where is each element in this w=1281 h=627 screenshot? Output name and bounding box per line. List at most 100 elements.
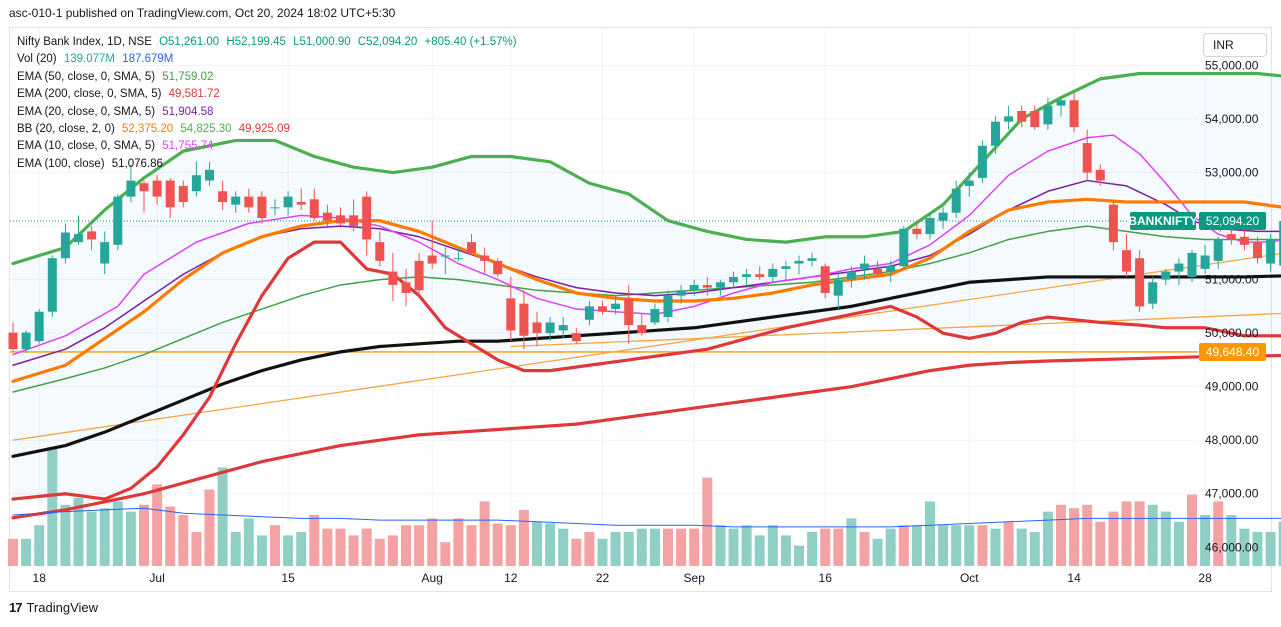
volume-bar[interactable]: [191, 532, 202, 566]
candle[interactable]: [571, 327, 581, 344]
candle[interactable]: [493, 258, 503, 277]
candle[interactable]: [139, 180, 149, 213]
candle[interactable]: [755, 266, 765, 280]
candle[interactable]: [1161, 268, 1171, 285]
candle[interactable]: [60, 223, 70, 264]
volume-bar[interactable]: [623, 532, 634, 566]
volume-bar[interactable]: [217, 467, 228, 566]
volume-bar[interactable]: [34, 525, 45, 566]
volume-bar[interactable]: [256, 535, 267, 566]
candle[interactable]: [964, 172, 974, 197]
legend-ema50[interactable]: EMA (50, close, 0, SMA, 5) 51,759.02: [17, 69, 517, 86]
volume-bar[interactable]: [689, 528, 700, 566]
volume-bar[interactable]: [715, 525, 726, 566]
candle[interactable]: [1082, 129, 1092, 181]
candle[interactable]: [165, 177, 175, 219]
volume-bar[interactable]: [911, 525, 922, 566]
volume-bar[interactable]: [99, 508, 110, 566]
candle[interactable]: [414, 252, 424, 296]
volume-bar[interactable]: [1056, 504, 1066, 566]
candle[interactable]: [637, 314, 647, 336]
volume-bar[interactable]: [728, 528, 739, 566]
candle[interactable]: [47, 255, 57, 318]
volume-bar[interactable]: [636, 528, 647, 566]
candle[interactable]: [1004, 105, 1014, 130]
candle[interactable]: [611, 295, 621, 315]
candle[interactable]: [951, 180, 961, 219]
candle[interactable]: [1069, 92, 1079, 133]
volume-bar[interactable]: [1134, 501, 1145, 566]
volume-bar[interactable]: [1173, 521, 1184, 566]
candle[interactable]: [886, 260, 896, 283]
volume-bar[interactable]: [427, 518, 438, 566]
currency-button[interactable]: INR: [1203, 33, 1267, 57]
volume-bar[interactable]: [938, 525, 949, 566]
candle[interactable]: [833, 274, 843, 310]
volume-bar[interactable]: [951, 525, 962, 566]
volume-bar[interactable]: [335, 528, 346, 566]
volume-bar[interactable]: [86, 511, 97, 566]
candle[interactable]: [231, 191, 241, 213]
volume-bar[interactable]: [1265, 532, 1276, 566]
candle[interactable]: [1043, 97, 1053, 130]
volume-bar[interactable]: [846, 518, 857, 566]
candle[interactable]: [1266, 234, 1276, 272]
legend-ema100[interactable]: EMA (100, close) 51,076.86: [17, 156, 517, 173]
volume-bar[interactable]: [60, 504, 71, 566]
candle[interactable]: [1279, 215, 1281, 279]
legend-main[interactable]: Nifty Bank Index, 1D, NSE O51,261.00 H52…: [17, 34, 517, 51]
indicator-line-bb-middle[interactable]: [11, 197, 1281, 383]
volume-bar[interactable]: [1003, 521, 1014, 566]
candle[interactable]: [1122, 234, 1131, 277]
volume-bar[interactable]: [165, 506, 176, 567]
candle[interactable]: [21, 330, 31, 353]
volume-bar[interactable]: [230, 532, 241, 566]
candle[interactable]: [519, 290, 529, 350]
volume-bar[interactable]: [518, 509, 529, 566]
volume-bar[interactable]: [1200, 515, 1211, 566]
volume-bar[interactable]: [1029, 532, 1040, 566]
candle[interactable]: [244, 188, 254, 213]
volume-bar[interactable]: [741, 525, 752, 566]
candle[interactable]: [1200, 244, 1210, 275]
candle[interactable]: [820, 263, 830, 299]
candle[interactable]: [624, 284, 634, 344]
volume-bar[interactable]: [558, 528, 569, 566]
volume-bar[interactable]: [807, 532, 818, 566]
volume-bar[interactable]: [820, 528, 831, 566]
volume-bar[interactable]: [361, 528, 372, 566]
volume-bar[interactable]: [872, 538, 883, 566]
volume-bar[interactable]: [440, 542, 451, 566]
candle[interactable]: [532, 311, 542, 347]
volume-bar[interactable]: [597, 538, 608, 566]
volume-bar[interactable]: [1069, 508, 1080, 566]
volume-bar[interactable]: [977, 525, 988, 566]
volume-bar[interactable]: [453, 518, 464, 566]
indicator-line-ema200[interactable]: [11, 353, 1281, 520]
volume-bar[interactable]: [47, 447, 58, 566]
candle[interactable]: [912, 223, 922, 240]
candle[interactable]: [388, 252, 398, 302]
volume-bar[interactable]: [1213, 501, 1224, 566]
candle[interactable]: [991, 116, 1000, 154]
indicator-line-bb-lower[interactable]: [11, 240, 1281, 501]
legend-ema200[interactable]: EMA (200, close, 0, SMA, 5) 49,581.72: [17, 86, 517, 103]
volume-bar[interactable]: [152, 484, 163, 566]
candle[interactable]: [794, 255, 804, 275]
indicator-line-vol-ma[interactable]: [12, 507, 1281, 528]
candle[interactable]: [375, 231, 385, 267]
candle[interactable]: [1108, 201, 1118, 251]
volume-bar[interactable]: [898, 525, 909, 566]
candle[interactable]: [663, 290, 673, 323]
candle[interactable]: [152, 175, 162, 205]
candle[interactable]: [113, 193, 123, 251]
candle[interactable]: [453, 247, 463, 261]
volume-bar[interactable]: [8, 538, 18, 566]
candle[interactable]: [257, 191, 267, 224]
indicator-line-ema10[interactable]: [12, 134, 1281, 356]
volume-bar[interactable]: [1278, 521, 1281, 566]
volume-bar[interactable]: [139, 504, 149, 566]
candle[interactable]: [1213, 236, 1223, 269]
candle[interactable]: [178, 180, 188, 208]
volume-bar[interactable]: [492, 523, 503, 567]
